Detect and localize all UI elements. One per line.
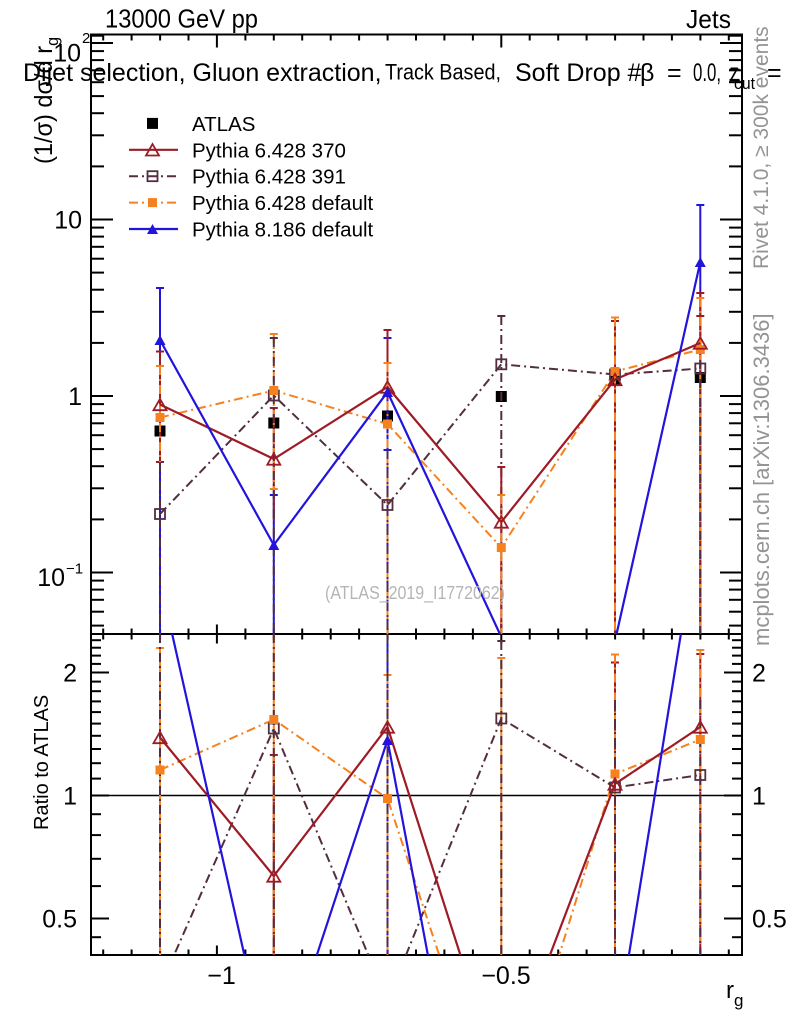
svg-text:1: 1 bbox=[63, 783, 77, 811]
svg-text:(ATLAS_2019_I1772062): (ATLAS_2019_I1772062) bbox=[325, 583, 505, 604]
svg-text:2: 2 bbox=[63, 660, 77, 688]
svg-text:10: 10 bbox=[37, 564, 65, 592]
svg-text:1: 1 bbox=[752, 783, 766, 811]
svg-text:0.5: 0.5 bbox=[752, 906, 786, 934]
svg-text:(1/σ) dσ/d rg: (1/σ) dσ/d rg bbox=[30, 37, 62, 164]
svg-text:2: 2 bbox=[752, 660, 766, 688]
svg-text:Pythia 6.428 370: Pythia 6.428 370 bbox=[192, 139, 346, 162]
svg-text:Pythia 6.428 391: Pythia 6.428 391 bbox=[192, 166, 346, 189]
svg-text:Pythia 6.428 default: Pythia 6.428 default bbox=[192, 192, 374, 215]
svg-text:10: 10 bbox=[54, 207, 82, 235]
svg-text:Jets: Jets bbox=[686, 4, 731, 34]
svg-text:13000 GeV pp: 13000 GeV pp bbox=[105, 4, 258, 34]
svg-text:−1: −1 bbox=[207, 962, 236, 990]
svg-text:Ratio to ATLAS: Ratio to ATLAS bbox=[31, 695, 53, 830]
svg-text:ATLAS: ATLAS bbox=[192, 113, 255, 136]
svg-text:2: 2 bbox=[82, 30, 90, 47]
svg-text:−1: −1 bbox=[66, 561, 83, 578]
svg-text:Dijet selection, Gluon extract: Dijet selection, Gluon extraction, Track … bbox=[23, 59, 782, 93]
svg-text:−0.5: −0.5 bbox=[481, 962, 530, 990]
svg-text:10: 10 bbox=[53, 40, 81, 68]
svg-text:Pythia 8.186 default: Pythia 8.186 default bbox=[192, 219, 374, 242]
svg-text:Rivet 4.1.0, ≥ 300k events: Rivet 4.1.0, ≥ 300k events bbox=[750, 26, 773, 269]
svg-text:1: 1 bbox=[68, 383, 82, 411]
svg-text:0.5: 0.5 bbox=[42, 906, 77, 934]
svg-text:mcplots.cern.ch [arXiv:1306.34: mcplots.cern.ch [arXiv:1306.3436] bbox=[749, 313, 774, 646]
